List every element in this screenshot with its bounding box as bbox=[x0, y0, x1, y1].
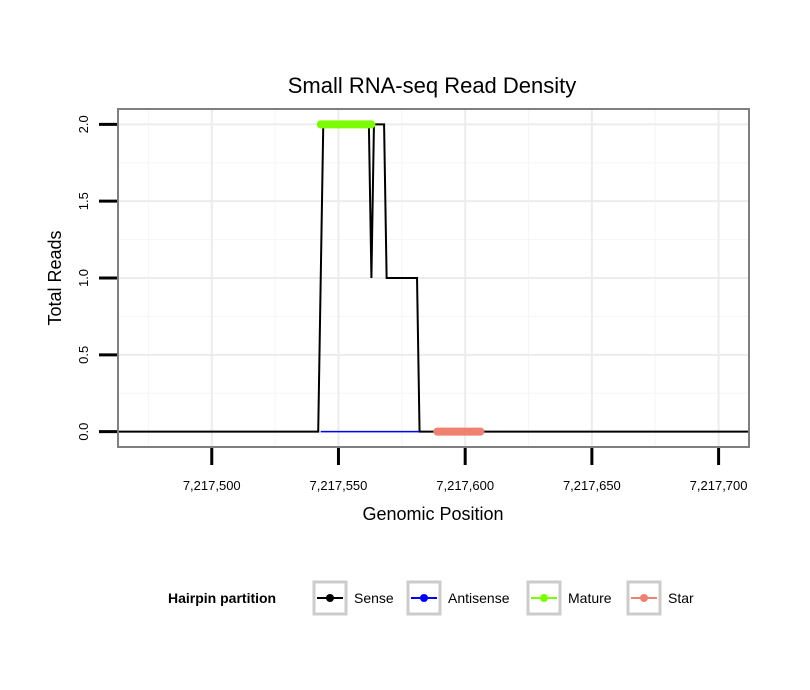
legend-item-star: Star bbox=[626, 580, 694, 616]
plot-panel-border bbox=[117, 108, 750, 448]
y-axis: 0.0 0.5 1.0 1.5 2.0 bbox=[76, 115, 117, 441]
legend-label: Star bbox=[668, 590, 694, 606]
y-tick-label: 1.5 bbox=[76, 192, 91, 210]
legend-label: Antisense bbox=[448, 590, 510, 606]
legend-label: Sense bbox=[354, 590, 394, 606]
series-layer bbox=[118, 120, 749, 436]
grid bbox=[118, 109, 749, 447]
x-axis-title: Genomic Position bbox=[362, 504, 503, 524]
chart-title: Small RNA-seq Read Density bbox=[288, 73, 577, 98]
legend-item-antisense: Antisense bbox=[406, 580, 510, 616]
x-tick-label: 7,217,550 bbox=[310, 478, 368, 493]
y-tick-label: 2.0 bbox=[76, 115, 91, 133]
x-tick-label: 7,217,650 bbox=[563, 478, 621, 493]
x-tick-label: 7,217,500 bbox=[183, 478, 241, 493]
legend-key-point bbox=[420, 594, 428, 602]
y-tick-label: 0.0 bbox=[76, 423, 91, 441]
legend-key-point bbox=[540, 594, 548, 602]
legend-item-sense: Sense bbox=[312, 580, 394, 616]
x-axis: 7,217,500 7,217,550 7,217,600 7,217,650 7,21… bbox=[183, 448, 748, 493]
legend: Hairpin partition Sense Antisense Mature St… bbox=[168, 580, 694, 616]
legend-key-point bbox=[326, 594, 334, 602]
legend-key-point bbox=[640, 594, 648, 602]
y-tick-label: 1.0 bbox=[76, 269, 91, 287]
y-tick-label: 0.5 bbox=[76, 346, 91, 364]
x-tick-label: 7,217,700 bbox=[690, 478, 748, 493]
legend-items: Sense Antisense Mature Star bbox=[312, 580, 694, 616]
y-axis-title: Total Reads bbox=[45, 230, 65, 325]
legend-item-mature: Mature bbox=[526, 580, 612, 616]
legend-title: Hairpin partition bbox=[168, 590, 276, 606]
x-tick-label: 7,217,600 bbox=[436, 478, 494, 493]
legend-label: Mature bbox=[568, 590, 612, 606]
